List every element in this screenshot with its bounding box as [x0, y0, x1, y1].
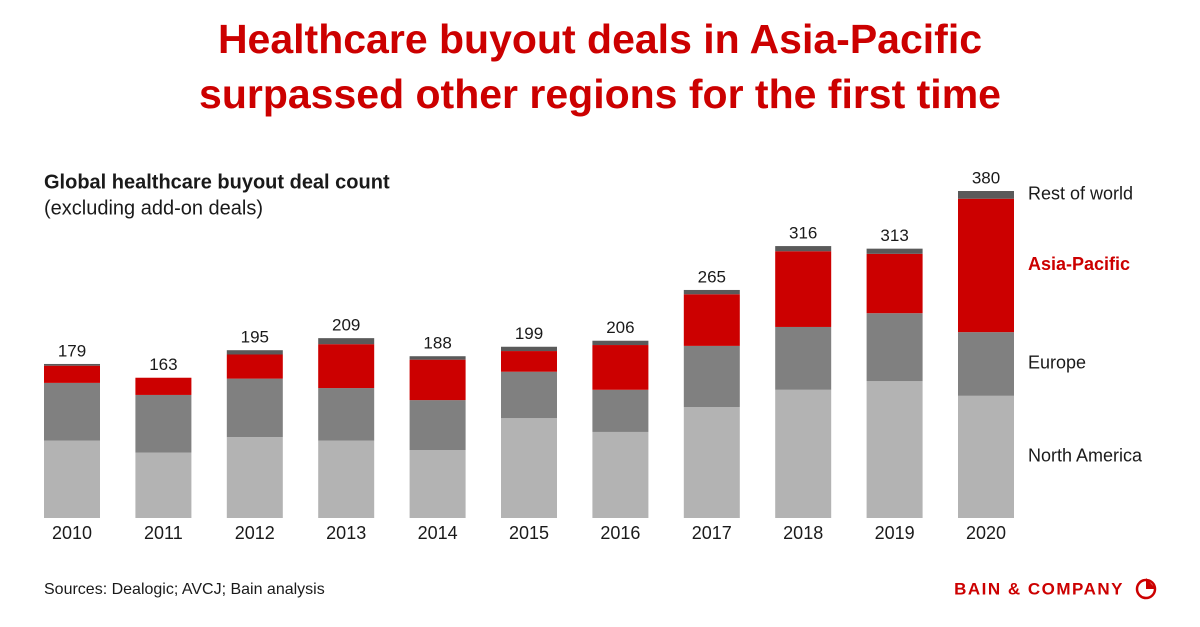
bar-segment — [318, 388, 375, 441]
subtitle-note: (excluding add-on deals) — [44, 197, 263, 219]
x-tick-label: 2015 — [509, 523, 549, 543]
bar-segment — [775, 246, 832, 252]
total-label: 209 — [332, 316, 360, 335]
total-label: 316 — [789, 224, 817, 243]
bar-segment — [318, 338, 375, 345]
total-label: 163 — [149, 355, 177, 374]
x-tick-label: 2013 — [326, 523, 366, 543]
x-tick-label: 2018 — [783, 523, 823, 543]
bar-segment — [592, 340, 649, 346]
bar-segment — [592, 431, 649, 518]
bar-segment — [318, 344, 375, 389]
x-tick-label: 2014 — [418, 523, 458, 543]
bar-segment — [44, 382, 100, 441]
bar-segment — [501, 351, 557, 372]
bar-segment — [409, 450, 466, 518]
x-tick-label: 2017 — [692, 523, 732, 543]
x-tick-label: 2020 — [966, 523, 1006, 543]
bar-segment — [683, 406, 740, 518]
bar-segment — [409, 356, 466, 360]
bar-segment — [226, 437, 283, 518]
bar-segment — [866, 313, 923, 382]
bar-segment — [958, 198, 1014, 333]
bar-segment — [866, 248, 923, 254]
legend-label: Europe — [1028, 353, 1086, 373]
total-label: 206 — [606, 318, 634, 337]
bar-segment — [866, 381, 923, 518]
bar-segment — [683, 294, 740, 346]
bar-segment — [592, 389, 649, 432]
bar-segment — [683, 345, 740, 407]
total-label: 380 — [972, 168, 1000, 187]
x-tick-label: 2016 — [600, 523, 640, 543]
bar-segment — [501, 371, 557, 419]
chart-title: Healthcare buyout deals in Asia-Pacific — [218, 16, 982, 62]
bar-segment — [683, 289, 740, 295]
legend-label: Rest of world — [1028, 184, 1133, 204]
legend-label: North America — [1028, 446, 1143, 466]
total-label: 179 — [58, 341, 86, 360]
total-label: 265 — [698, 267, 726, 286]
bar-segment — [866, 253, 923, 314]
x-tick-label: 2019 — [875, 523, 915, 543]
bar-segment — [958, 191, 1014, 199]
subtitle: Global healthcare buyout deal count — [44, 171, 390, 193]
bar-segment — [958, 395, 1014, 518]
brand-icon — [1135, 578, 1157, 600]
bar-segment — [318, 440, 375, 518]
total-label: 199 — [515, 324, 543, 343]
bar-segment — [958, 332, 1014, 396]
legend-label: Asia-Pacific — [1028, 254, 1130, 274]
bar-segment — [44, 440, 100, 518]
bar-segment — [775, 389, 832, 518]
bar-segment — [501, 418, 557, 518]
bar-segment — [226, 378, 283, 438]
bar-segment — [44, 365, 100, 383]
bar-segment — [135, 377, 192, 395]
bar-segment — [226, 354, 283, 379]
bar-segment — [775, 326, 832, 390]
bar-segment — [775, 251, 832, 327]
x-tick-label: 2011 — [144, 523, 183, 543]
total-label: 195 — [241, 328, 269, 347]
x-tick-label: 2012 — [235, 523, 275, 543]
bar-segment — [135, 452, 192, 518]
bar-segment — [409, 359, 466, 401]
chart-title: surpassed other regions for the first ti… — [199, 71, 1001, 117]
bar-segment — [409, 400, 466, 451]
brand: BAIN & COMPANY — [954, 579, 1124, 598]
bar-segment — [592, 345, 649, 390]
total-label: 313 — [880, 226, 908, 245]
total-label: 188 — [423, 334, 451, 353]
source: Sources: Dealogic; AVCJ; Bain analysis — [44, 581, 325, 598]
bar-segment — [135, 394, 192, 453]
bar-segment — [226, 350, 283, 355]
bar-segment — [501, 346, 557, 352]
x-tick-label: 2010 — [52, 523, 92, 543]
bar-segment — [44, 363, 100, 366]
